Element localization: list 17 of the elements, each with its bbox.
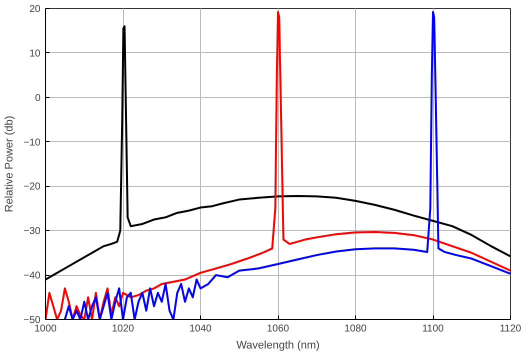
x-axis-title: Wavelength (nm): [236, 340, 320, 352]
x-tick-label: 1080: [344, 324, 368, 334]
x-tick-label: 1000: [34, 324, 58, 334]
y-tick-label: −40: [24, 270, 41, 282]
x-tick-label: 1100: [422, 324, 444, 334]
y-tick-label: −30: [24, 226, 41, 238]
y-tick-label: 0: [34, 92, 41, 104]
y-tick-label: −10: [24, 137, 41, 148]
x-tick-label: 1020: [112, 324, 135, 334]
y-tick-label: −20: [24, 182, 41, 193]
y-axis-title: Relative Power (db): [4, 116, 16, 212]
y-tick-label: −50: [24, 315, 41, 326]
x-tick-label: 1120: [500, 324, 522, 334]
y-tick-label: 20: [29, 4, 41, 15]
x-tick-label: 1060: [266, 324, 290, 334]
y-tick-label: 10: [29, 48, 41, 60]
x-tick-label: 1040: [189, 324, 212, 334]
